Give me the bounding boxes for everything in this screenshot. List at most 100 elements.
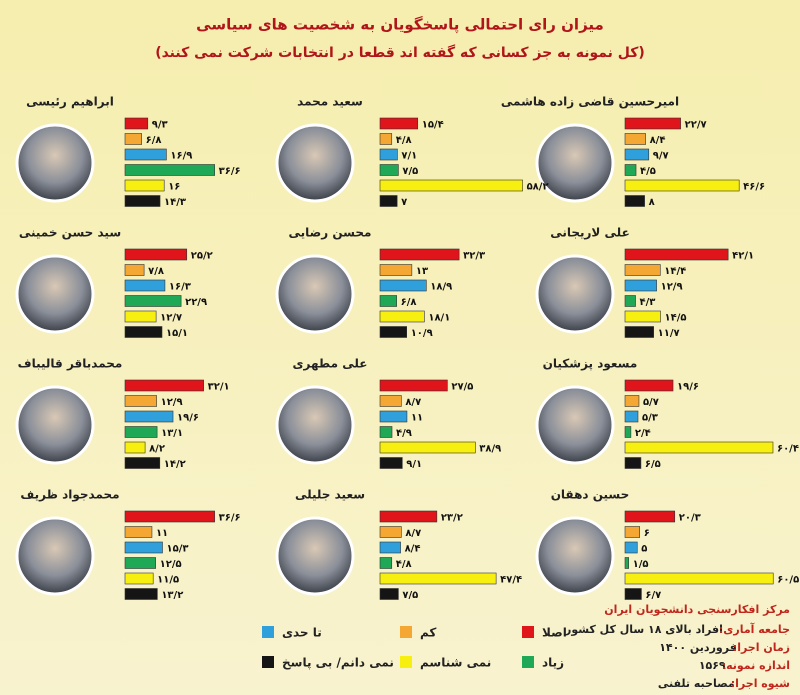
bar — [124, 264, 145, 276]
value-label: ۸ — [649, 197, 655, 208]
value-label: ۶ — [644, 528, 650, 539]
value-label: ۲۵/۲ — [191, 251, 213, 262]
person-name: ابراهیم رئیسی — [26, 95, 114, 109]
person-chart: ابراهیم رئیسی ۹/۳ ۶/۸ ۱۶/۹ ۳۶/۶ ۱۶ ۱۴/۳ — [15, 95, 241, 208]
photo — [535, 385, 615, 465]
bar — [124, 117, 149, 130]
bar — [379, 179, 523, 192]
value-label: ۱۹/۶ — [677, 382, 699, 393]
value-label: ۶/۵ — [645, 459, 661, 470]
legend-swatch — [262, 656, 274, 668]
value-label: ۱۹/۶ — [177, 413, 199, 424]
legend-label: نمی شناسم — [420, 656, 491, 670]
photo — [15, 254, 95, 334]
legend-swatch — [522, 626, 534, 638]
bar — [379, 410, 408, 423]
bar — [624, 117, 681, 130]
bar — [124, 426, 158, 438]
bar — [379, 426, 393, 438]
legend-label: تا حدی — [282, 626, 322, 640]
value-label: ۱۱ — [411, 413, 423, 424]
value-label: ۷/۱ — [401, 151, 417, 162]
legend-swatch — [400, 656, 412, 668]
value-label: ۴۲/۱ — [732, 251, 754, 262]
bar — [379, 510, 438, 523]
value-label: ۱۰/۹ — [411, 328, 433, 339]
bar — [624, 510, 676, 523]
bar — [624, 195, 645, 207]
source: مرکز افکارسنجی دانشجویان ایران جامعه آما… — [564, 603, 790, 690]
photo — [275, 385, 355, 465]
bar — [624, 457, 642, 469]
value-label: ۲۲/۹ — [185, 297, 207, 308]
person-chart: مسعود پزشکیان ۱۹/۶ ۵/۷ ۵/۳ ۲/۴ ۶۰/۴ ۶/۵ — [535, 357, 799, 470]
value-label: ۴۶/۶ — [743, 182, 765, 193]
person-chart: محمدجواد ظریف ۳۶/۶ ۱۱ ۱۵/۳ ۱۲/۵ ۱۱/۵ ۱۳/۲ — [15, 488, 241, 601]
person-chart: سید حسن خمینی ۲۵/۲ ۷/۸ ۱۶/۳ ۲۲/۹۱۲/۷ ۱۵/۱ — [15, 226, 213, 339]
value-label: ۱۳/۲ — [161, 590, 183, 601]
source-detail: جامعه آماری:افراد بالای ۱۸ سال کل کشور — [564, 622, 790, 636]
person-name: امیرحسین قاضی زاده هاشمی — [501, 95, 679, 109]
source-value: ۱۵۶۹ — [699, 659, 726, 672]
value-label: ۱۶/۹ — [170, 151, 192, 162]
value-label: ۸/۷ — [405, 397, 421, 408]
value-label: ۱۵/۱ — [166, 328, 188, 339]
value-label: ۱۴/۵ — [665, 313, 687, 324]
person-chart: علی لاریجانی ۴۲/۱ ۱۴/۴ ۱۲/۹ ۴/۳ ۱۴/۵ ۱۱/۷ — [535, 226, 754, 339]
person-chart: سعید محمد ۱۵/۴ ۴/۸ ۷/۱ ۷/۵ ۵۸/۲ ۷ — [275, 95, 549, 208]
bar — [379, 195, 398, 207]
bar — [379, 248, 460, 261]
bar — [624, 133, 646, 145]
bar — [624, 326, 654, 338]
bar — [124, 248, 188, 261]
value-label: ۶/۸ — [401, 297, 417, 308]
value-label: ۱۶/۳ — [169, 282, 191, 293]
bar — [379, 133, 393, 145]
bar — [624, 526, 640, 538]
photo — [275, 254, 355, 334]
value-label: ۲۷/۵ — [451, 382, 473, 393]
source-detail: زمان اجرا:فروردین ۱۴۰۰ — [659, 641, 790, 654]
bar — [124, 541, 163, 554]
person-chart: حسین دهقان ۲۰/۳ ۶ ۵ ۱/۵ ۶۰/۵ ۶/۷ — [535, 488, 799, 601]
value-label: ۴/۸ — [396, 135, 412, 146]
bar — [124, 557, 156, 569]
source-label: شیوه اجرا: — [731, 677, 790, 690]
person-chart: علی مطهری ۲۷/۵ ۸/۷ ۱۱ ۴/۹ ۳۸/۹ ۹/۱ — [275, 357, 501, 470]
value-label: ۱۲/۹ — [161, 397, 183, 408]
bar — [379, 326, 408, 338]
bar — [124, 572, 154, 585]
bar — [379, 541, 401, 554]
source-org: مرکز افکارسنجی دانشجویان ایران — [604, 603, 790, 616]
value-label: ۷/۵ — [402, 590, 418, 601]
bar — [379, 557, 393, 569]
bar — [379, 572, 497, 585]
bar — [124, 410, 174, 423]
value-label: ۱۵/۳ — [166, 544, 188, 555]
value-label: ۱۴/۲ — [164, 459, 186, 470]
value-label: ۴/۵ — [640, 166, 656, 177]
value-label: ۵ — [641, 544, 647, 555]
bar — [124, 457, 161, 469]
source-detail: اندازه نمونه:۱۵۶۹ — [699, 659, 790, 672]
bar — [124, 510, 215, 523]
legend-swatch — [262, 626, 274, 638]
value-label: ۸/۲ — [149, 444, 165, 455]
value-label: ۱۱ — [156, 528, 168, 539]
bar — [379, 379, 448, 392]
bar — [624, 541, 638, 554]
value-label: ۱۶ — [168, 182, 180, 193]
value-label: ۹/۳ — [152, 120, 168, 131]
value-label: ۸/۴ — [650, 135, 666, 146]
bar — [124, 310, 157, 323]
value-label: ۳۶/۶ — [219, 513, 241, 524]
value-label: ۱۴/۴ — [664, 266, 686, 277]
person-name: علی لاریجانی — [550, 226, 630, 240]
bar — [379, 117, 419, 130]
bar — [379, 395, 402, 407]
legend-label: اصلا — [542, 626, 567, 640]
person-name: سید حسن خمینی — [19, 226, 121, 240]
bar — [124, 526, 153, 538]
value-label: ۸/۷ — [405, 528, 421, 539]
